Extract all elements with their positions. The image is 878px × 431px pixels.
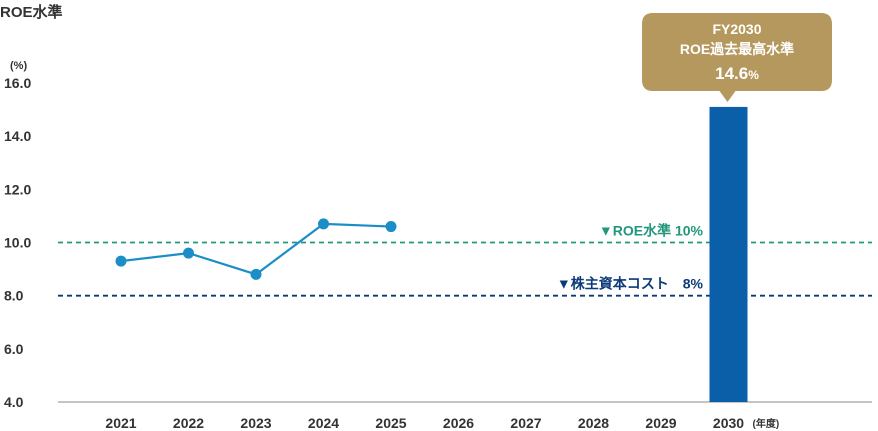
data-point bbox=[250, 268, 262, 280]
callout-line1: FY2030 bbox=[712, 21, 761, 37]
chart-title: ROE水準 bbox=[0, 3, 63, 21]
y-unit-label: (%) bbox=[10, 60, 27, 72]
callout-unit: % bbox=[748, 68, 759, 82]
y-tick-label: 14.0 bbox=[4, 128, 31, 144]
x-tick-label: 2022 bbox=[173, 415, 204, 431]
fy2030-callout: FY2030 ROE過去最高水準 14.6% bbox=[642, 13, 832, 102]
x-tick-label: 2023 bbox=[240, 415, 271, 431]
x-axis-ticks: 2021 2022 2023 2024 2025 2026 2027 2028 2029 2030 bbox=[105, 415, 744, 431]
reference-lines: ▼ROE水準 10% ▼株主資本コスト 8% bbox=[58, 223, 872, 297]
callout-line2: ROE過去最高水準 bbox=[680, 41, 794, 57]
x-tick-label: 2021 bbox=[105, 415, 136, 431]
y-tick-label: 12.0 bbox=[4, 181, 31, 197]
x-tick-label: 2025 bbox=[375, 415, 406, 431]
bar-series bbox=[709, 106, 748, 403]
y-tick-label: 16.0 bbox=[4, 75, 31, 91]
x-tick-label: 2028 bbox=[578, 415, 609, 431]
x-tick-label: 2027 bbox=[510, 415, 541, 431]
reference-line-label: ▼ROE水準 10% bbox=[599, 223, 704, 239]
y-tick-label: 4.0 bbox=[4, 394, 24, 410]
callout-value: 14.6 bbox=[715, 64, 748, 83]
callout-line3: 14.6% bbox=[715, 64, 759, 83]
y-tick-label: 10.0 bbox=[4, 235, 31, 251]
callout-bubble bbox=[642, 13, 832, 102]
x-unit-label: (年度) bbox=[753, 417, 780, 430]
line-series bbox=[115, 218, 397, 280]
data-point bbox=[183, 247, 194, 259]
series-line bbox=[120, 222, 392, 276]
data-point bbox=[318, 218, 329, 230]
data-point bbox=[385, 221, 397, 233]
x-tick-label: 2024 bbox=[308, 415, 339, 431]
reference-line-label: ▼株主資本コスト 8% bbox=[557, 276, 704, 292]
x-tick-label: 2029 bbox=[645, 415, 676, 431]
x-tick-label: 2030 bbox=[713, 415, 744, 431]
y-tick-label: 8.0 bbox=[4, 288, 24, 304]
bar bbox=[709, 106, 748, 403]
data-point bbox=[115, 255, 127, 267]
y-tick-label: 6.0 bbox=[4, 341, 24, 357]
y-axis-ticks: 4.0 6.0 8.0 10.0 12.0 14.0 16.0 bbox=[4, 75, 31, 410]
x-tick-label: 2026 bbox=[443, 415, 474, 431]
